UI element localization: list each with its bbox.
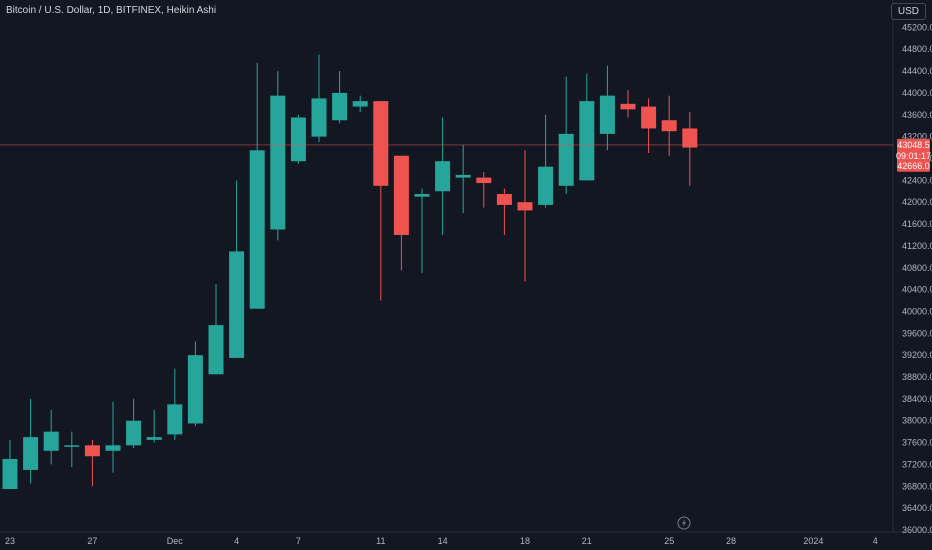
candle-body-up [270, 95, 286, 230]
price-tick-label: 36800.0 [902, 481, 932, 491]
candle-bodies-layer [2, 92, 698, 490]
candle-body-up [208, 325, 224, 375]
time-tick-label: 7 [296, 536, 301, 546]
candle-body-down [682, 128, 698, 148]
time-tick-label: Dec [167, 536, 184, 546]
candle-body-up [43, 431, 59, 451]
price-tick-label: 36000.0 [902, 525, 932, 535]
time-tick-label: 28 [726, 536, 736, 546]
price-tick-label: 37600.0 [902, 438, 932, 448]
price-tick-label: 38400.0 [902, 394, 932, 404]
time-tick-label: 21 [582, 536, 592, 546]
candle-body-up [23, 437, 39, 470]
close-price-tag: 42666.0 [897, 161, 930, 171]
candle-body-up [126, 420, 142, 446]
candle-body-up [2, 458, 18, 490]
lightning-bolt-glyph [681, 519, 687, 527]
price-tick-label: 41600.0 [902, 219, 932, 229]
candle-body-up [249, 150, 265, 309]
price-tick-label: 39600.0 [902, 328, 932, 338]
price-tick-label: 43200.0 [902, 132, 932, 142]
candle-body-up [105, 445, 121, 451]
price-tick-label: 36400.0 [902, 503, 932, 513]
candle-body-up [435, 161, 451, 192]
last-price-tag: 43048.5 [897, 140, 930, 150]
candle-body-down [620, 103, 636, 110]
price-tick-label: 40000.0 [902, 306, 932, 316]
candle-body-down [517, 202, 533, 211]
candle-body-up [332, 92, 348, 121]
time-tick-label: 18 [520, 536, 530, 546]
time-tick-label: 14 [438, 536, 448, 546]
price-tick-label: 37200.0 [902, 459, 932, 469]
price-tick-label: 41200.0 [902, 241, 932, 251]
candle-body-up [187, 355, 203, 424]
time-tick-label: 23 [5, 536, 15, 546]
close-price-tag-bg [897, 159, 930, 172]
countdown-tag-bg [897, 149, 930, 162]
candle-body-up [455, 174, 471, 178]
candle-body-down [476, 177, 492, 184]
price-tick-label: 38800.0 [902, 372, 932, 382]
lightning-bolt-icon[interactable] [677, 516, 691, 530]
price-tick-label: 39200.0 [902, 350, 932, 360]
price-tick-label: 40400.0 [902, 285, 932, 295]
candle-body-up [352, 101, 368, 107]
price-axis-labels[interactable]: 45200.0 44800.0 44400.0 44000.0 43600.0 43200… [902, 22, 932, 535]
price-tick-label: 44000.0 [902, 88, 932, 98]
price-tick-label: 42400.0 [902, 175, 932, 185]
price-tick-label: 38000.0 [902, 416, 932, 426]
price-tick-label: 45200.0 [902, 22, 932, 32]
time-axis-labels[interactable]: 23 27 Dec 4 7 11 14 18 21 25 28 2024 4 [5, 536, 878, 546]
candle-body-down [661, 120, 677, 132]
price-tick-label: 43600.0 [902, 110, 932, 120]
time-tick-label: 11 [376, 536, 385, 546]
candle-body-down [373, 101, 389, 186]
price-tick-label: 42000.0 [902, 197, 932, 207]
candle-body-down [393, 155, 409, 235]
candle-body-up [558, 133, 574, 186]
price-tick-label: 44400.0 [902, 66, 932, 76]
candle-body-up [290, 117, 306, 162]
countdown-tag: 09:01:17 [896, 151, 931, 161]
time-tick-label: 25 [664, 536, 674, 546]
candle-body-up [146, 437, 162, 440]
candle-body-down [84, 445, 100, 457]
currency-button[interactable]: USD [890, 3, 926, 20]
candle-body-up [414, 193, 430, 197]
price-tick-label: 40800.0 [902, 263, 932, 273]
lightning-marker-ring [677, 516, 691, 530]
candle-body-up [311, 98, 327, 137]
time-tick-label: 4 [234, 536, 239, 546]
chart-title: Bitcoin / U.S. Dollar, 1D, BITFINEX, Hei… [6, 5, 217, 16]
candle-body-up [579, 101, 595, 181]
time-tick-label: 2024 [803, 536, 823, 546]
candle-body-down [641, 106, 657, 129]
time-tick-label: 4 [873, 536, 878, 546]
candle-body-up [229, 251, 245, 358]
last-price-tag-bg [897, 138, 930, 151]
price-tick-label: 44800.0 [902, 44, 932, 54]
candle-body-up [64, 445, 80, 447]
candle-body-up [599, 95, 615, 134]
candle-body-up [167, 404, 183, 435]
candle-body-down [496, 193, 512, 205]
time-tick-label: 27 [87, 536, 97, 546]
candle-body-up [538, 166, 554, 205]
